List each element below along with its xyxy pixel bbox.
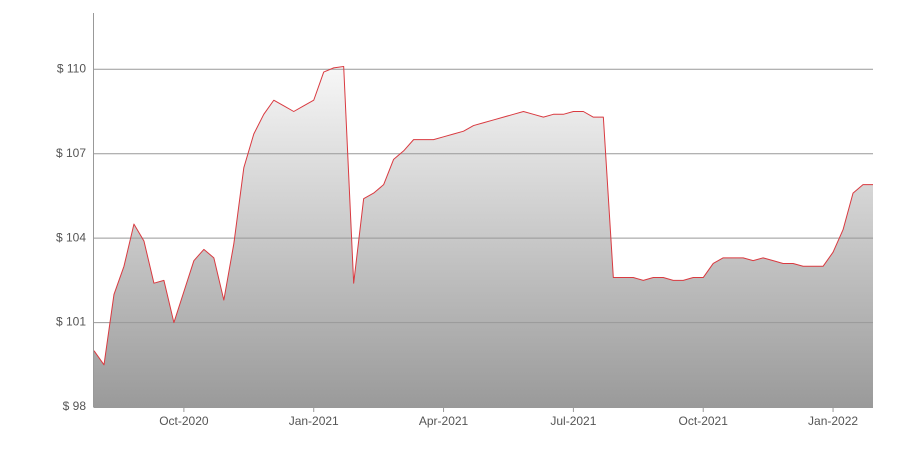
y-tick-label: $ 98 xyxy=(63,399,87,413)
x-tick-label: Oct-2021 xyxy=(679,414,729,428)
y-tick-label: $ 107 xyxy=(56,146,86,160)
y-tick-label: $ 104 xyxy=(56,230,86,244)
x-tick-label: Oct-2020 xyxy=(159,414,209,428)
x-tick-label: Apr-2021 xyxy=(419,414,469,428)
area-fill xyxy=(94,66,873,407)
x-tick-label: Jul-2021 xyxy=(550,414,596,428)
x-tick-label: Jan-2022 xyxy=(808,414,858,428)
y-tick-label: $ 101 xyxy=(56,315,86,329)
price-line xyxy=(93,65,873,366)
y-tick-label: $ 110 xyxy=(57,61,86,75)
x-tick-label: Jan-2021 xyxy=(289,414,339,428)
